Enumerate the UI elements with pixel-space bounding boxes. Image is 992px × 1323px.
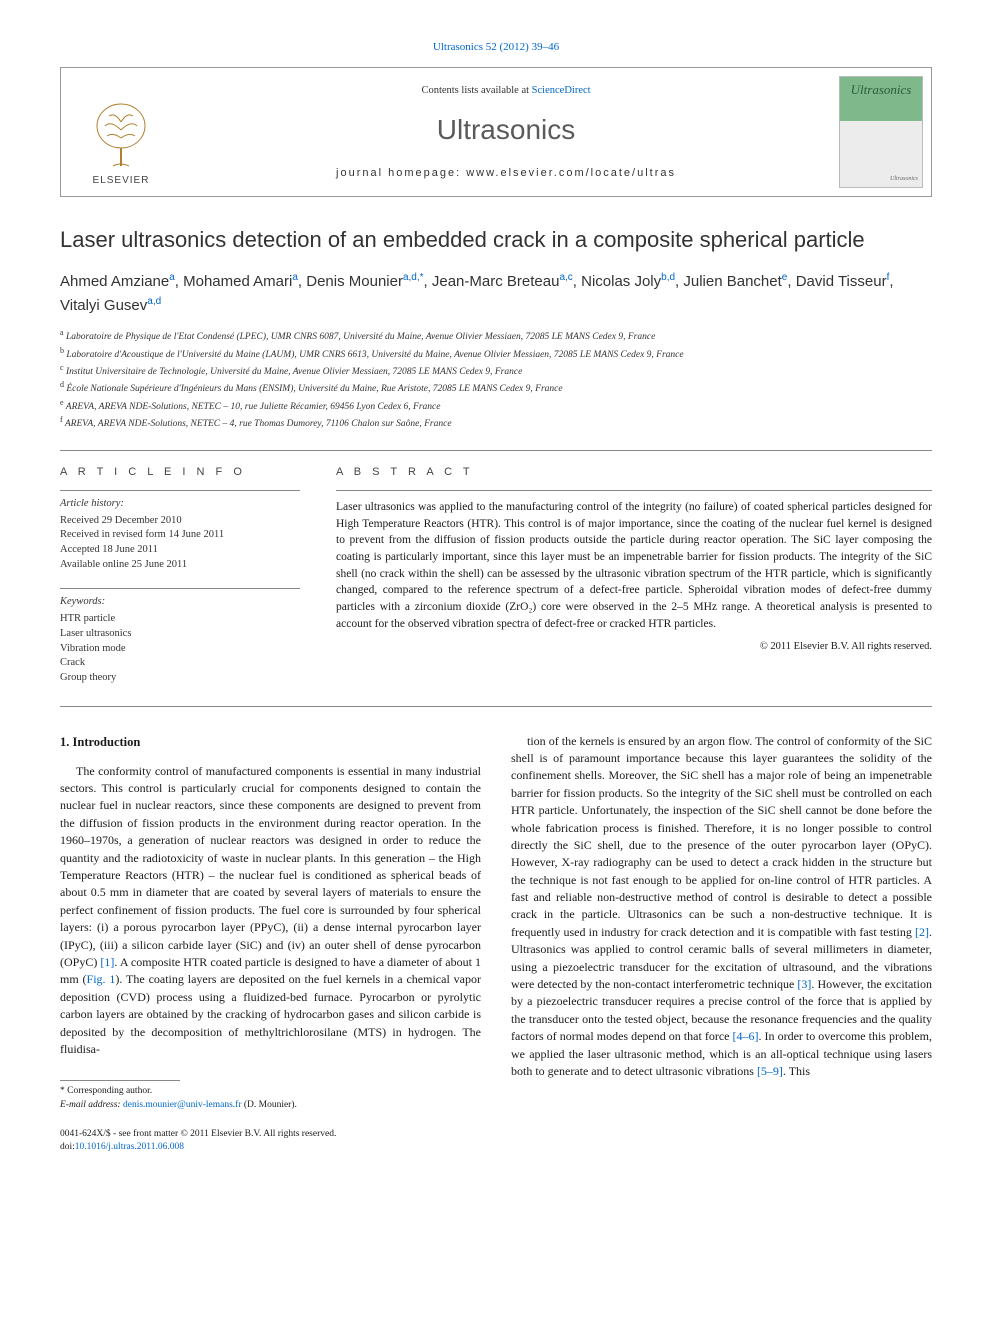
abstract-column: A B S T R A C T Laser ultrasonics was ap… xyxy=(336,465,932,686)
affiliation-line: c Institut Universitaire de Technologie,… xyxy=(60,362,932,379)
doi-prefix: doi: xyxy=(60,1142,75,1152)
ref-link[interactable]: [5–9] xyxy=(757,1064,783,1078)
footnote-separator xyxy=(60,1080,180,1081)
body-col-right: tion of the kernels is ensured by an arg… xyxy=(511,733,932,1155)
corr-author-line: * Corresponding author. xyxy=(60,1085,481,1098)
contents-line: Contents lists available at ScienceDirec… xyxy=(421,84,590,99)
abstract-copyright: © 2011 Elsevier B.V. All rights reserved… xyxy=(336,640,932,655)
history-line: Received 29 December 2010 xyxy=(60,514,300,529)
cover-decoration: Ultrasonics xyxy=(844,175,918,183)
header-center: Contents lists available at ScienceDirec… xyxy=(181,68,831,196)
publisher-name: ELSEVIER xyxy=(93,174,150,188)
authors-list: Ahmed Amzianea, Mohamed Amaria, Denis Mo… xyxy=(60,270,932,317)
journal-header: ELSEVIER Contents lists available at Sci… xyxy=(60,67,932,197)
body-columns: 1. Introduction The conformity control o… xyxy=(60,733,932,1155)
contents-prefix: Contents lists available at xyxy=(421,85,531,96)
email-label: E-mail address: xyxy=(60,1100,123,1110)
keyword: Group theory xyxy=(60,671,300,686)
history-title: Article history: xyxy=(60,497,300,512)
footer: 0041-624X/$ - see front matter © 2011 El… xyxy=(60,1128,481,1155)
journal-name: Ultrasonics xyxy=(437,110,575,149)
top-citation-link[interactable]: Ultrasonics 52 (2012) 39–46 xyxy=(433,41,559,53)
history-line: Received in revised form 14 June 2011 xyxy=(60,528,300,543)
body-paragraph: The conformity control of manufactured c… xyxy=(60,763,481,1059)
article-info-column: A R T I C L E I N F O Article history: R… xyxy=(60,465,300,686)
cover-thumb-cell: Ultrasonics Ultrasonics xyxy=(831,68,931,196)
doi-line: doi:10.1016/j.ultras.2011.06.008 xyxy=(60,1141,481,1154)
article-title: Laser ultrasonics detection of an embedd… xyxy=(60,225,932,256)
body-col-left: 1. Introduction The conformity control o… xyxy=(60,733,481,1155)
affiliation-line: a Laboratoire de Physique de l'Etat Cond… xyxy=(60,327,932,344)
homepage-prefix: journal homepage: xyxy=(336,167,466,179)
keywords-title: Keywords: xyxy=(60,595,300,610)
history-line: Accepted 18 June 2011 xyxy=(60,543,300,558)
keyword: HTR particle xyxy=(60,612,300,627)
email-line: E-mail address: denis.mounier@univ-leman… xyxy=(60,1099,481,1112)
journal-cover-thumb: Ultrasonics Ultrasonics xyxy=(839,76,923,188)
homepage-url: www.elsevier.com/locate/ultras xyxy=(466,167,676,179)
publisher-logo-cell: ELSEVIER xyxy=(61,68,181,196)
keyword: Laser ultrasonics xyxy=(60,627,300,642)
abstract-label: A B S T R A C T xyxy=(336,465,932,480)
abstract-text: Laser ultrasonics was applied to the man… xyxy=(336,490,932,632)
figure-link[interactable]: Fig. 1 xyxy=(87,972,116,986)
info-abstract-row: A R T I C L E I N F O Article history: R… xyxy=(60,465,932,686)
email-suffix: (D. Mounier). xyxy=(241,1100,296,1110)
section-heading: 1. Introduction xyxy=(60,733,481,751)
ref-link[interactable]: [2] xyxy=(915,925,929,939)
affiliation-line: b Laboratoire d'Acoustique de l'Universi… xyxy=(60,345,932,362)
ref-link[interactable]: [4–6] xyxy=(733,1029,759,1043)
affiliation-line: f AREVA, AREVA NDE-Solutions, NETEC – 4,… xyxy=(60,414,932,431)
affiliation-line: e AREVA, AREVA NDE-Solutions, NETEC – 10… xyxy=(60,397,932,414)
elsevier-logo: ELSEVIER xyxy=(76,88,166,188)
homepage-line: journal homepage: www.elsevier.com/locat… xyxy=(336,166,676,181)
divider xyxy=(60,450,932,451)
body-paragraph: tion of the kernels is ensured by an arg… xyxy=(511,733,932,1081)
email-link[interactable]: denis.mounier@univ-lemans.fr xyxy=(123,1100,242,1110)
affiliation-line: d École Nationale Supérieure d'Ingénieur… xyxy=(60,379,932,396)
cover-title: Ultrasonics xyxy=(844,81,918,99)
keyword: Crack xyxy=(60,656,300,671)
corresponding-author-footnote: * Corresponding author. E-mail address: … xyxy=(60,1085,481,1112)
elsevier-tree-icon xyxy=(91,102,151,172)
affiliations: a Laboratoire de Physique de l'Etat Cond… xyxy=(60,327,932,431)
article-info-label: A R T I C L E I N F O xyxy=(60,465,300,480)
doi-link[interactable]: 10.1016/j.ultras.2011.06.008 xyxy=(75,1142,184,1152)
ref-link[interactable]: [1] xyxy=(100,955,114,969)
article-history: Article history: Received 29 December 20… xyxy=(60,490,300,572)
keywords-block: Keywords: HTR particleLaser ultrasonicsV… xyxy=(60,588,300,685)
copyright-footer: 0041-624X/$ - see front matter © 2011 El… xyxy=(60,1128,481,1141)
sciencedirect-link[interactable]: ScienceDirect xyxy=(532,85,591,96)
keyword: Vibration mode xyxy=(60,642,300,657)
ref-link[interactable]: [3] xyxy=(797,977,811,991)
history-line: Available online 25 June 2011 xyxy=(60,558,300,573)
divider xyxy=(60,706,932,707)
top-citation: Ultrasonics 52 (2012) 39–46 xyxy=(60,40,932,55)
